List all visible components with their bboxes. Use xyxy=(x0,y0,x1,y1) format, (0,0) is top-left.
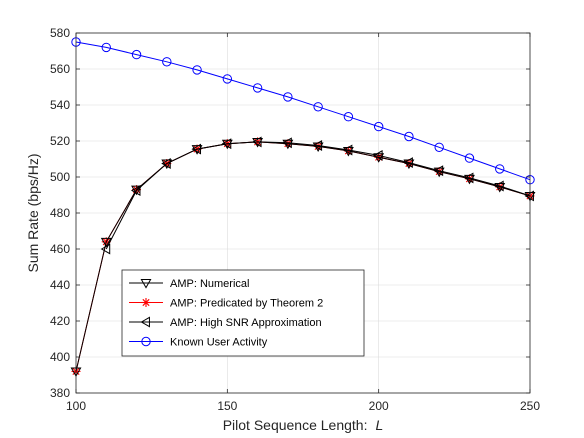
data-point xyxy=(161,159,173,170)
legend-entry: Known User Activity xyxy=(129,337,268,349)
data-point xyxy=(404,131,414,142)
legend-entry: AMP: High SNR Approximation xyxy=(129,316,322,329)
data-point xyxy=(191,143,202,155)
x-axis-label-variable: L xyxy=(375,417,383,433)
legend-marker xyxy=(140,279,152,289)
y-tick-label: 380 xyxy=(50,386,70,400)
legend-marker xyxy=(141,336,151,347)
data-point xyxy=(100,237,112,248)
data-point xyxy=(433,167,445,178)
legend-marker xyxy=(141,298,151,307)
x-axis-label-main: Pilot Sequence Length: xyxy=(223,417,368,433)
tick-labels: 100 150 200 250 380 400 420 440 460 480 500 520 540 5… xyxy=(50,26,540,413)
asterisk-stroke xyxy=(142,298,150,307)
data-point xyxy=(252,137,264,148)
data-point xyxy=(342,146,354,157)
legend-label: Known User Activity xyxy=(170,337,268,349)
data-point xyxy=(100,243,111,255)
legend-entry: AMP: Predicated by Theorem 2 xyxy=(129,298,323,310)
data-point xyxy=(192,65,202,75)
data-point xyxy=(313,102,323,112)
data-point xyxy=(252,83,263,93)
data-point xyxy=(191,145,203,155)
x-tick-label: 100 xyxy=(66,399,86,413)
series-0 xyxy=(70,137,536,378)
legend: AMP: Numerical AMP: Predicated by Theorem… xyxy=(121,269,365,357)
data-point xyxy=(494,182,506,193)
data-point xyxy=(131,185,142,196)
data-point xyxy=(221,139,233,150)
series-line xyxy=(75,41,531,181)
data-point xyxy=(162,57,172,67)
data-point xyxy=(222,74,233,84)
data-point xyxy=(495,164,505,174)
y-tick-label: 480 xyxy=(50,206,70,220)
data-point xyxy=(101,42,111,53)
legend-label: AMP: High SNR Approximation xyxy=(170,317,322,329)
data-point xyxy=(283,92,293,102)
y-tick-label: 440 xyxy=(50,278,70,292)
data-point xyxy=(373,153,385,163)
y-tick-label: 520 xyxy=(50,134,70,148)
data-point xyxy=(464,174,475,185)
y-tick-label: 580 xyxy=(50,26,70,40)
x-tick-label: 200 xyxy=(369,399,389,413)
y-tick-label: 400 xyxy=(50,350,70,364)
series-line xyxy=(75,141,531,372)
y-tick-label: 460 xyxy=(50,242,70,256)
data-point xyxy=(312,142,324,153)
legend-marker xyxy=(140,316,150,328)
data-point xyxy=(282,139,294,150)
y-tick-label: 540 xyxy=(50,98,70,112)
x-tick-label: 250 xyxy=(520,399,540,413)
data-point xyxy=(403,159,415,170)
legend-label: AMP: Numerical xyxy=(170,278,249,290)
data-point xyxy=(131,49,142,60)
y-axis-label: Sum Rate (bps/Hz) xyxy=(25,153,41,272)
data-point xyxy=(434,142,444,153)
x-tick-label: 150 xyxy=(217,399,237,413)
ticks xyxy=(75,32,531,394)
y-tick-label: 500 xyxy=(50,170,70,184)
data-point xyxy=(524,190,534,202)
data-point xyxy=(373,121,384,132)
y-tick-label: 560 xyxy=(50,62,70,76)
data-point xyxy=(343,112,354,122)
data-point xyxy=(464,153,475,163)
x-axis-label: Pilot Sequence Length: L xyxy=(223,417,384,433)
data-point xyxy=(161,158,171,169)
y-tick-label: 420 xyxy=(50,314,70,328)
legend-entry: AMP: Numerical xyxy=(129,278,249,290)
legend-label: AMP: Predicated by Theorem 2 xyxy=(170,298,323,310)
